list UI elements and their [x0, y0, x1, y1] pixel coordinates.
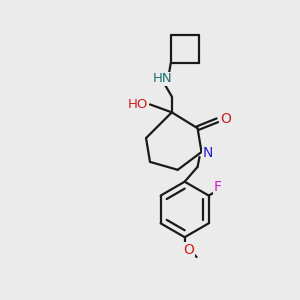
- Text: HN: HN: [153, 72, 173, 85]
- Text: O: O: [183, 243, 194, 257]
- Text: F: F: [214, 180, 222, 194]
- Text: N: N: [202, 146, 213, 160]
- Text: HO: HO: [128, 98, 148, 111]
- Text: O: O: [220, 112, 231, 126]
